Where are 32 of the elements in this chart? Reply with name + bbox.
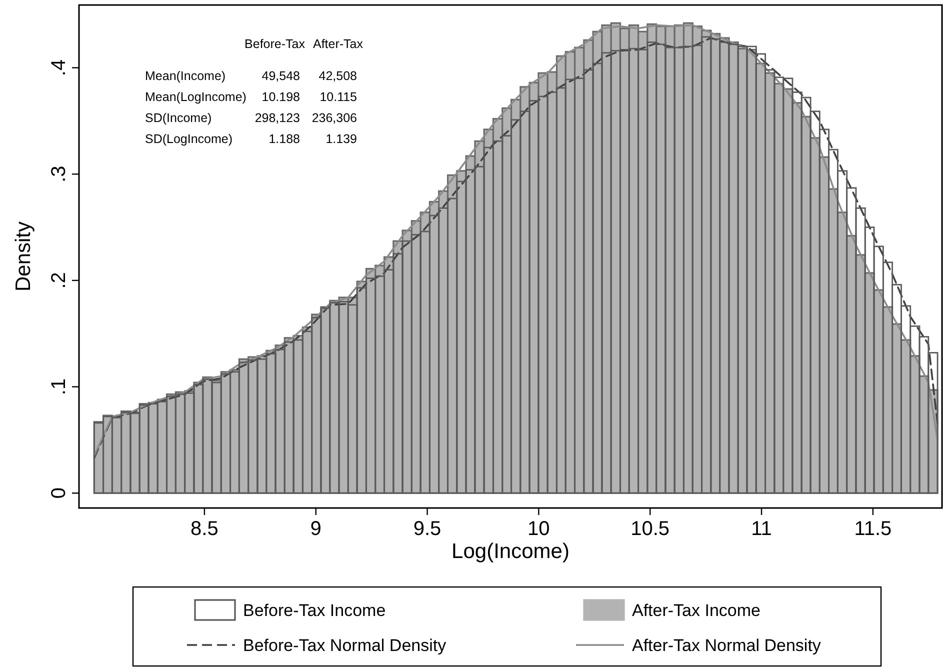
y-axis-title: Density xyxy=(12,220,35,292)
legend-label: After-Tax Normal Density xyxy=(632,636,822,655)
annotation: 1.188 xyxy=(268,132,300,146)
x-tick-label: 11 xyxy=(751,518,772,540)
y-tick-label: 0 xyxy=(48,488,70,499)
x-tick-label: 9 xyxy=(310,518,322,540)
x-tick-label: 9.5 xyxy=(413,518,442,540)
legend-label: Before-Tax Normal Density xyxy=(243,636,447,655)
x-tick-label: 11.5 xyxy=(854,518,892,540)
y-tick-label: .2 xyxy=(48,272,70,289)
annotation: 42,508 xyxy=(318,69,358,83)
legend-label: After-Tax Income xyxy=(632,601,760,620)
annotation: 10.198 xyxy=(262,90,300,104)
y-tick-label: .3 xyxy=(48,166,70,182)
y-tick-label: .1 xyxy=(48,378,70,396)
annotation: 236,306 xyxy=(312,111,358,125)
annotation: Mean(Income) xyxy=(145,69,226,83)
x-tick-label: 8.5 xyxy=(190,518,218,540)
legend-label: Before-Tax Income xyxy=(243,601,386,620)
annotation: 10.115 xyxy=(320,90,358,104)
annotation: 298,123 xyxy=(254,111,300,125)
annotation: After-Tax xyxy=(312,37,364,51)
x-tick-label: 10 xyxy=(528,518,550,540)
y-tick-label: .4 xyxy=(48,59,70,76)
annotation: Before-Tax xyxy=(244,37,306,51)
annotation: 1.139 xyxy=(326,132,358,146)
x-tick-label: 10.5 xyxy=(630,518,670,540)
annotation: SD(LogIncome) xyxy=(145,132,233,146)
annotation: Mean(LogIncome) xyxy=(145,90,246,104)
annotation: SD(Income) xyxy=(145,111,212,125)
x-axis-title: Log(Income) xyxy=(452,540,570,563)
annotation: 49,548 xyxy=(262,69,300,83)
